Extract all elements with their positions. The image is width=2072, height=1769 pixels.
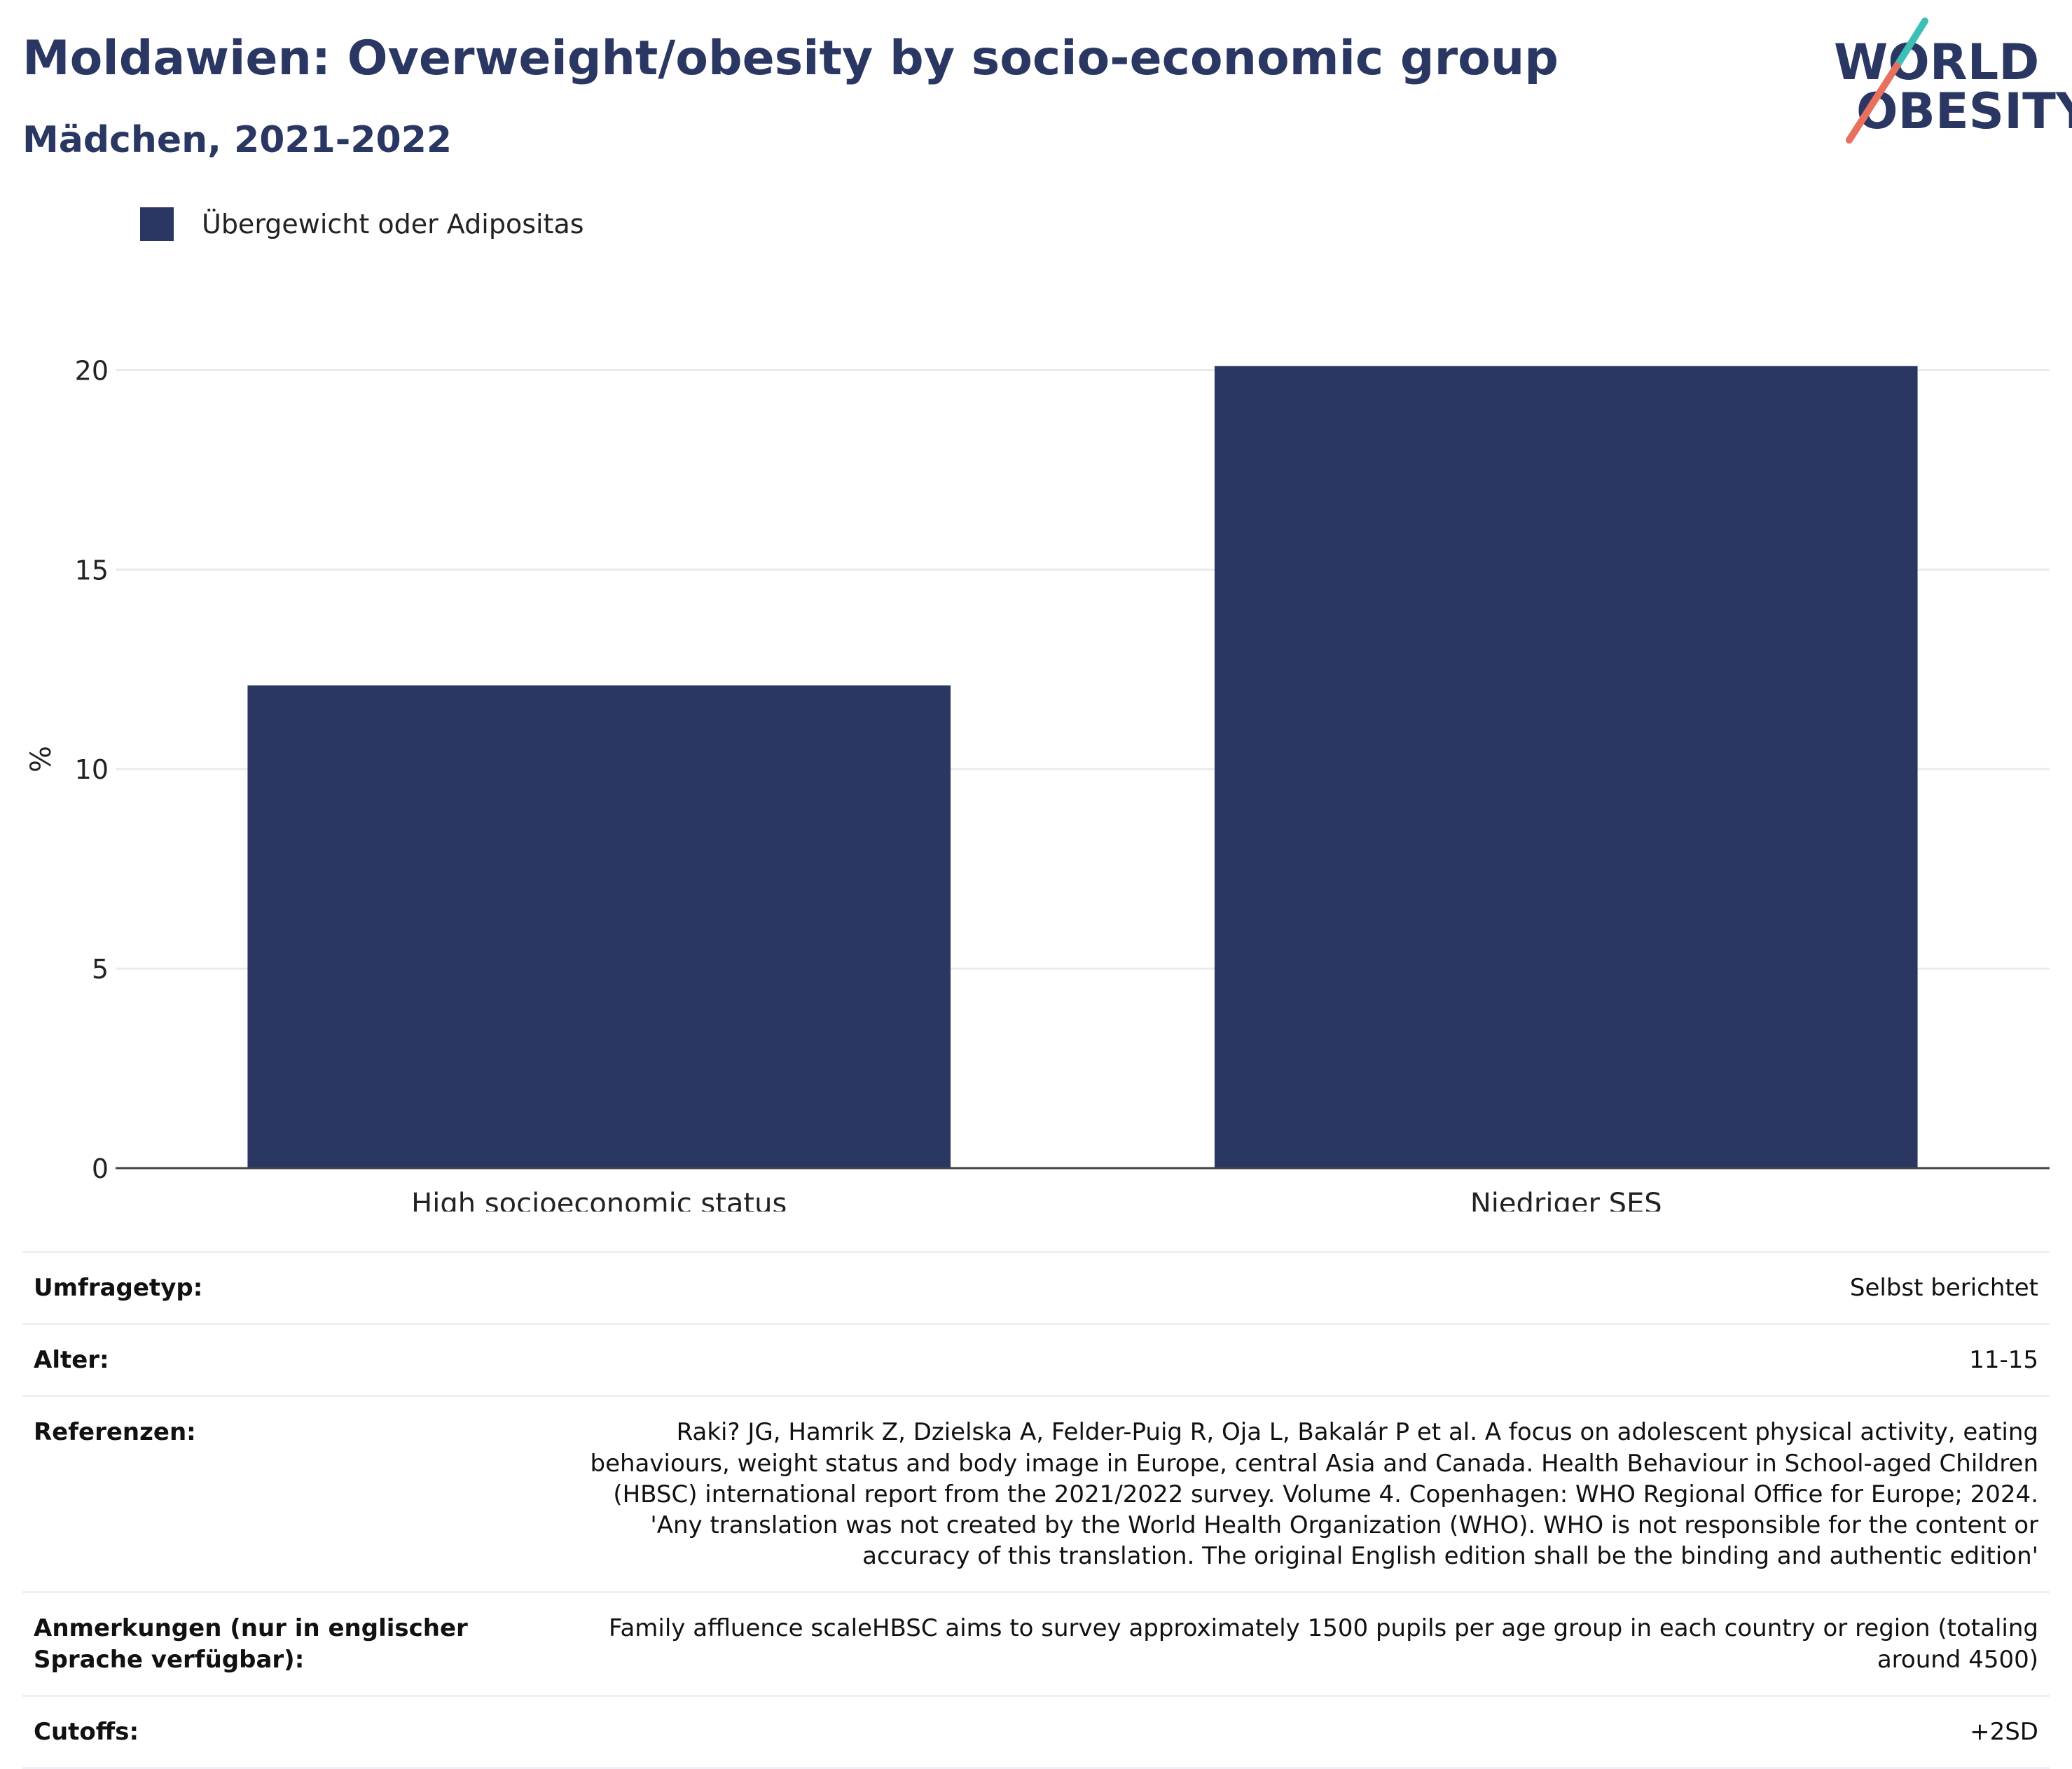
chart-title: Moldawien: Overweight/obesity by socio-e… [22, 31, 1559, 86]
chart-subtitle: Mädchen, 2021-2022 [22, 119, 453, 161]
world-obesity-logo: WORLD OBESITY [1821, 17, 2072, 150]
bar-chart: 0 5 10 15 20% High socioeconomic status Niedri… [25, 355, 2050, 1212]
info-row: Umfragetyp: Selbst berichtet [22, 1251, 2050, 1323]
info-table: Umfragetyp: Selbst berichtet Alter: 11-15 Re… [22, 1251, 2050, 1769]
y-tick-label: 0 [92, 1153, 109, 1184]
info-key: Cutoffs: [34, 1717, 139, 1746]
info-value: Raki? JG, Hamrik Z, Dzielska A, Felder-P… [590, 1418, 2039, 1571]
x-tick-label: High socioeconomic status [411, 1188, 787, 1212]
legend-label: Übergewicht oder Adipositas [202, 209, 584, 240]
x-tick-label: Niedriger SES [1470, 1188, 1662, 1212]
info-key: Referenzen: [34, 1418, 196, 1447]
y-tick-label: 10 [75, 754, 109, 785]
y-tick-label: 20 [75, 355, 109, 386]
info-row: Alter: 11-15 [22, 1323, 2050, 1395]
y-tick-label: 5 [92, 954, 109, 985]
info-key: Alter: [34, 1346, 109, 1375]
info-row: Cutoffs: +2SD [22, 1694, 2050, 1769]
info-value: Selbst berichtet [1849, 1274, 2038, 1302]
legend-swatch [140, 207, 174, 241]
info-value: 11-15 [1969, 1346, 2038, 1375]
logo-text-world: WORLD [1834, 34, 2040, 91]
logo-slash-icon [1846, 18, 1928, 144]
logo-text-obesity: OBESITY [1856, 83, 2072, 140]
bar [247, 685, 951, 1168]
info-row: Anmerkungen (nur in englischer Sprache v… [22, 1591, 2050, 1694]
info-key: Umfragetyp: [34, 1274, 203, 1302]
bar [1214, 366, 1918, 1168]
y-axis-label: % [25, 746, 57, 772]
chart-legend: Übergewicht oder Adipositas [140, 207, 584, 241]
info-value: Family affluence scaleHBSC aims to surve… [609, 1614, 2038, 1674]
info-key: Anmerkungen (nur in englischer Sprache v… [34, 1614, 468, 1674]
info-row: Referenzen: Raki? JG, Hamrik Z, Dzielska … [22, 1395, 2050, 1591]
y-tick-label: 15 [75, 555, 109, 585]
info-value: +2SD [1970, 1717, 2038, 1746]
